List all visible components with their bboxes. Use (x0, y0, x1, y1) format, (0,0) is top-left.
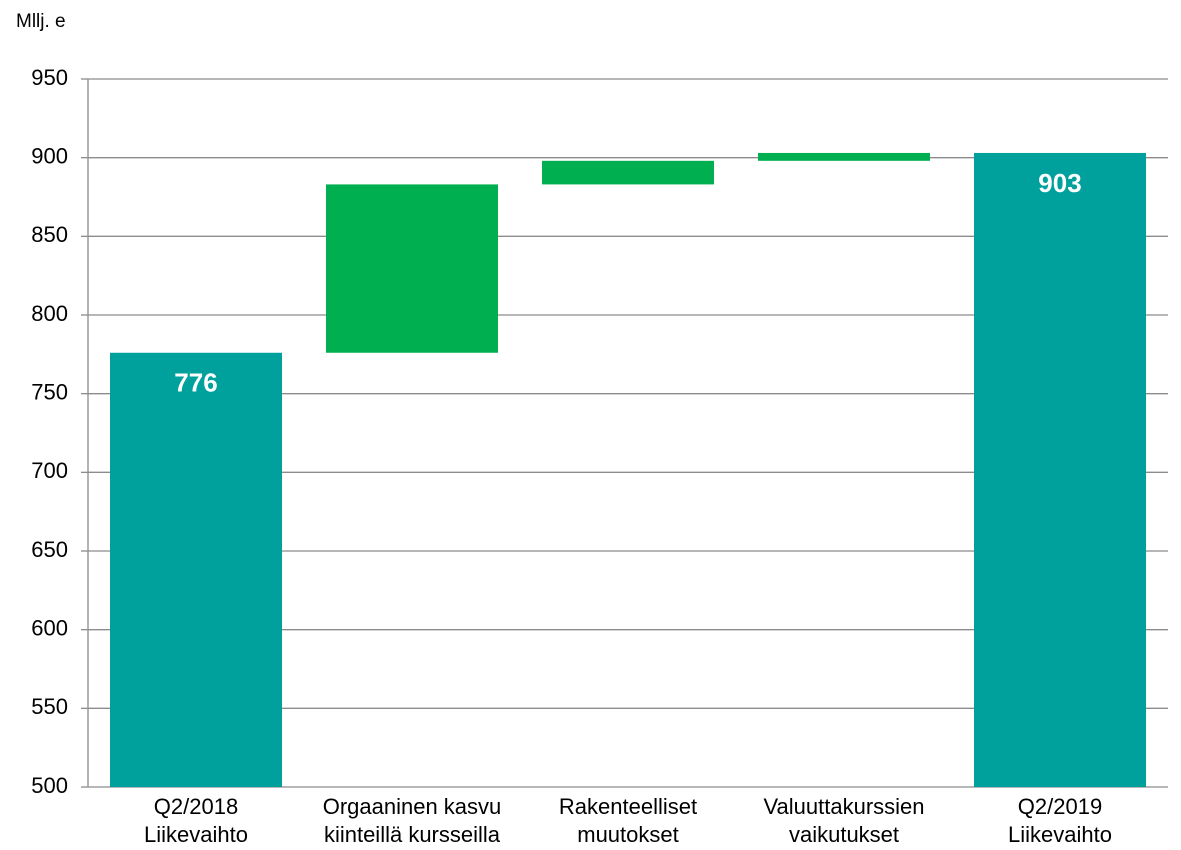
x-tick-label: kiinteillä kursseilla (324, 822, 501, 847)
y-tick-label: 750 (31, 379, 68, 404)
x-tick-label: Q2/2018 (154, 794, 238, 819)
x-tick-label: Liikevaihto (144, 822, 248, 847)
x-tick-label: muutokset (577, 822, 679, 847)
y-tick-label: 850 (31, 222, 68, 247)
bar (758, 152, 930, 161)
value-label: 776 (174, 368, 217, 398)
x-tick-label: Rakenteelliset (559, 794, 697, 819)
y-tick-label: 550 (31, 694, 68, 719)
y-tick-label: 950 (31, 65, 68, 90)
y-tick-label: 600 (31, 615, 68, 640)
y-tick-label: 500 (31, 773, 68, 798)
x-tick-label: Liikevaihto (1008, 822, 1112, 847)
y-tick-label: 700 (31, 458, 68, 483)
value-label: 903 (1038, 168, 1081, 198)
bar (110, 352, 282, 787)
y-tick-label: 800 (31, 301, 68, 326)
bar (542, 160, 714, 185)
y-tick-label: 650 (31, 537, 68, 562)
y-tick-label: 900 (31, 143, 68, 168)
bar (974, 152, 1146, 788)
x-tick-label: Orgaaninen kasvu (323, 794, 502, 819)
x-tick-label: Q2/2019 (1018, 794, 1102, 819)
y-axis-label: Mllj. e (16, 11, 66, 32)
bar (326, 184, 498, 353)
x-tick-label: vaikutukset (789, 822, 899, 847)
x-tick-label: Valuuttakurssien (763, 794, 924, 819)
